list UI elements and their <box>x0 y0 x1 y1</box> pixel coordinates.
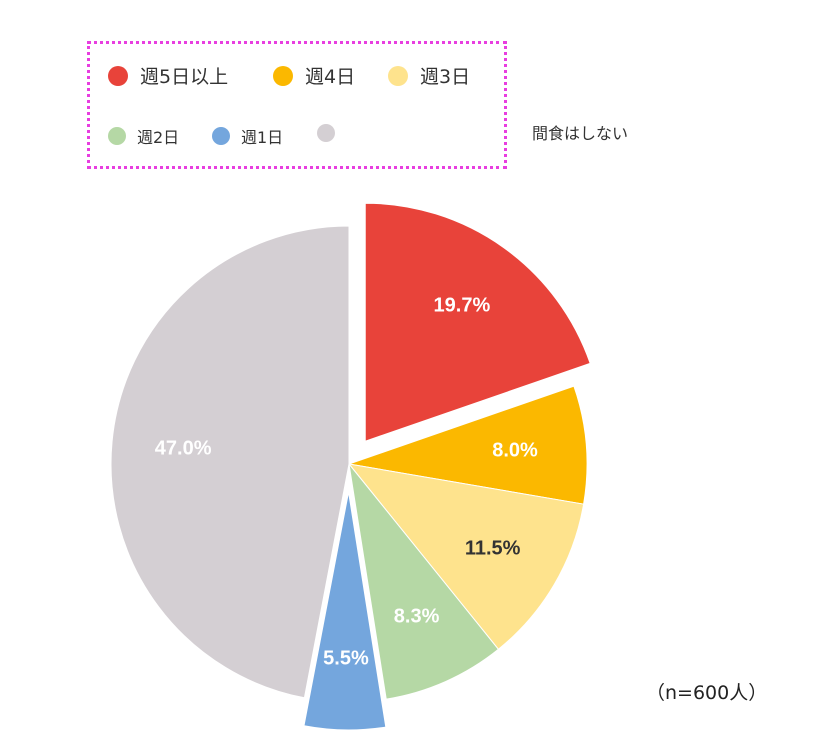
pie-slices <box>110 202 591 731</box>
pie-value-labels: 19.7% 8.0% 11.5% 8.3% 5.5% 47.0% <box>155 294 538 669</box>
legend-label-1day: 週1日 <box>241 128 284 147</box>
legend-item-2days: 週2日 <box>108 124 179 148</box>
legend-label-3days: 週3日 <box>420 66 471 88</box>
legend-item-3days: 週3日 <box>388 62 470 89</box>
sample-size-note: （n=600人） <box>646 682 768 704</box>
legend-item-5days: 週5日以上 <box>108 62 228 89</box>
pie-label-4days: 8.0% <box>492 439 538 461</box>
pie-slice-none <box>110 225 350 699</box>
pie-label-5days: 19.7% <box>434 294 491 316</box>
legend-swatch-1day <box>212 127 230 145</box>
legend-swatch-none <box>317 124 335 142</box>
pie-slice-3days <box>347 463 585 650</box>
pie-slice-1day <box>303 491 387 731</box>
pie-label-3days: 11.5% <box>465 537 521 559</box>
legend-label-2days: 週2日 <box>137 128 180 147</box>
legend-swatch-5days <box>108 65 128 86</box>
legend-label-5days: 週5日以上 <box>140 66 229 88</box>
pie-slice-4days <box>348 385 588 505</box>
legend-swatch-3days <box>388 65 408 86</box>
legend-label-none: 間食はしない <box>532 124 629 143</box>
pie-slice-5days <box>364 202 591 442</box>
pie-label-2days: 8.3% <box>394 605 440 627</box>
pie-label-none: 47.0% <box>155 437 212 459</box>
pie-slice-2days <box>348 462 500 700</box>
legend-item-4days: 週4日 <box>273 62 355 89</box>
legend-swatch-4days <box>273 65 293 86</box>
legend-label-none-wrap: 間食はしない <box>532 120 628 144</box>
legend: 週5日以上 週4日 週3日 週2日 週1日 <box>87 41 507 169</box>
pie-label-1day: 5.5% <box>323 648 369 670</box>
legend-swatch-2days <box>108 127 126 145</box>
legend-label-4days: 週4日 <box>305 66 356 88</box>
legend-item-1day: 週1日 <box>212 124 283 148</box>
legend-item-none <box>317 124 346 142</box>
